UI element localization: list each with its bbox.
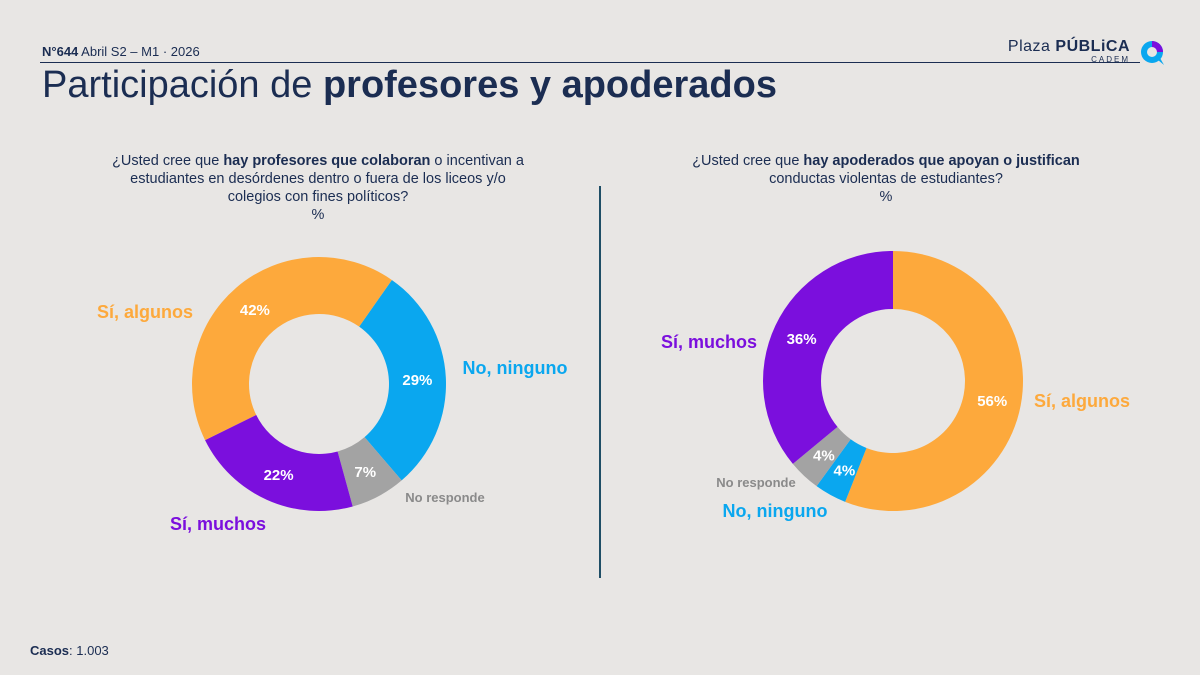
- issue-info: N°644 Abril S2 – M1 · 2026: [42, 44, 200, 59]
- chart2-value-si-muchos: 36%: [787, 331, 817, 348]
- chart2-label-si-algunos: Sí, algunos: [1034, 391, 1130, 411]
- chart1-label-no-responde: No responde: [405, 490, 484, 505]
- chart2-slice-si-muchos: [762, 251, 893, 464]
- title-part-2: profesores y apoderados: [322, 64, 777, 106]
- chart2-value-no-ninguno: 4%: [833, 463, 855, 480]
- chart1-slice-no-responde: [337, 437, 402, 507]
- chart1-label-si-algunos: Sí, algunos: [97, 302, 193, 322]
- issue-date: Abril S2 – M1 · 2026: [78, 44, 200, 59]
- sample-size: Casos: 1.003: [30, 643, 109, 658]
- issue-number: N°644: [42, 44, 79, 59]
- right-question-bold: hay apoderados que apoyan o justifican: [803, 153, 1080, 169]
- chart2-slice-no-ninguno: [816, 439, 867, 502]
- left-question-bold: hay profesores que colaboran: [223, 153, 431, 169]
- sample-size-label: Casos: [30, 643, 70, 658]
- left-question: ¿Usted cree que hay profesores que colab…: [108, 152, 528, 224]
- page-title: Participación de profesores y apoderados: [42, 64, 777, 107]
- plaza-publica-logo: Plaza PÚBLiCA CADEM: [1007, 38, 1164, 65]
- logo-sub: CADEM: [1091, 55, 1130, 64]
- chart1-slice-no-ninguno: [359, 279, 446, 481]
- chart1-value-si-algunos: 42%: [240, 302, 270, 319]
- chart1-label-si-muchos: Sí, muchos: [170, 514, 266, 534]
- title-part-1: Participación de: [42, 64, 323, 106]
- logo-text-light: Plaza: [1007, 38, 1056, 55]
- chart1-value-no-responde: 7%: [354, 464, 376, 481]
- chart2-value-no-responde: 4%: [813, 448, 835, 465]
- header-rule: [40, 62, 1140, 63]
- logo-text-bold: PÚBLiCA: [1055, 38, 1130, 55]
- chart2-slice-si-algunos: [845, 251, 1023, 511]
- right-question: ¿Usted cree que hay apoderados que apoya…: [676, 152, 1096, 206]
- chart1-label-no-ninguno: No, ninguno: [463, 358, 568, 378]
- left-question-pre: ¿Usted cree que: [112, 153, 224, 169]
- left-question-unit: %: [311, 207, 325, 223]
- chart2-label-si-muchos: Sí, muchos: [661, 332, 757, 352]
- logo-mark-icon: [1141, 41, 1164, 65]
- right-question-post: conductas violentas de estudiantes?: [769, 171, 1003, 187]
- chart2-label-no-ninguno: No, ninguno: [723, 501, 828, 521]
- chart1-slice-si-muchos: [205, 414, 353, 511]
- right-question-pre: ¿Usted cree que: [692, 153, 804, 169]
- chart1-value-no-ninguno: 29%: [402, 372, 432, 389]
- chart2-slice-no-responde: [792, 426, 851, 487]
- chart1-value-si-muchos: 22%: [264, 467, 294, 484]
- sample-size-value: : 1.003: [69, 643, 109, 658]
- chart2-label-no-responde: No responde: [716, 475, 795, 490]
- chart1-slice-si-algunos: [192, 256, 392, 441]
- left-question-post: o incentivan a estudiantes en desórdenes…: [130, 153, 524, 205]
- chart2-value-si-algunos: 56%: [977, 393, 1007, 410]
- chart-divider: [599, 186, 601, 578]
- right-question-unit: %: [879, 189, 893, 205]
